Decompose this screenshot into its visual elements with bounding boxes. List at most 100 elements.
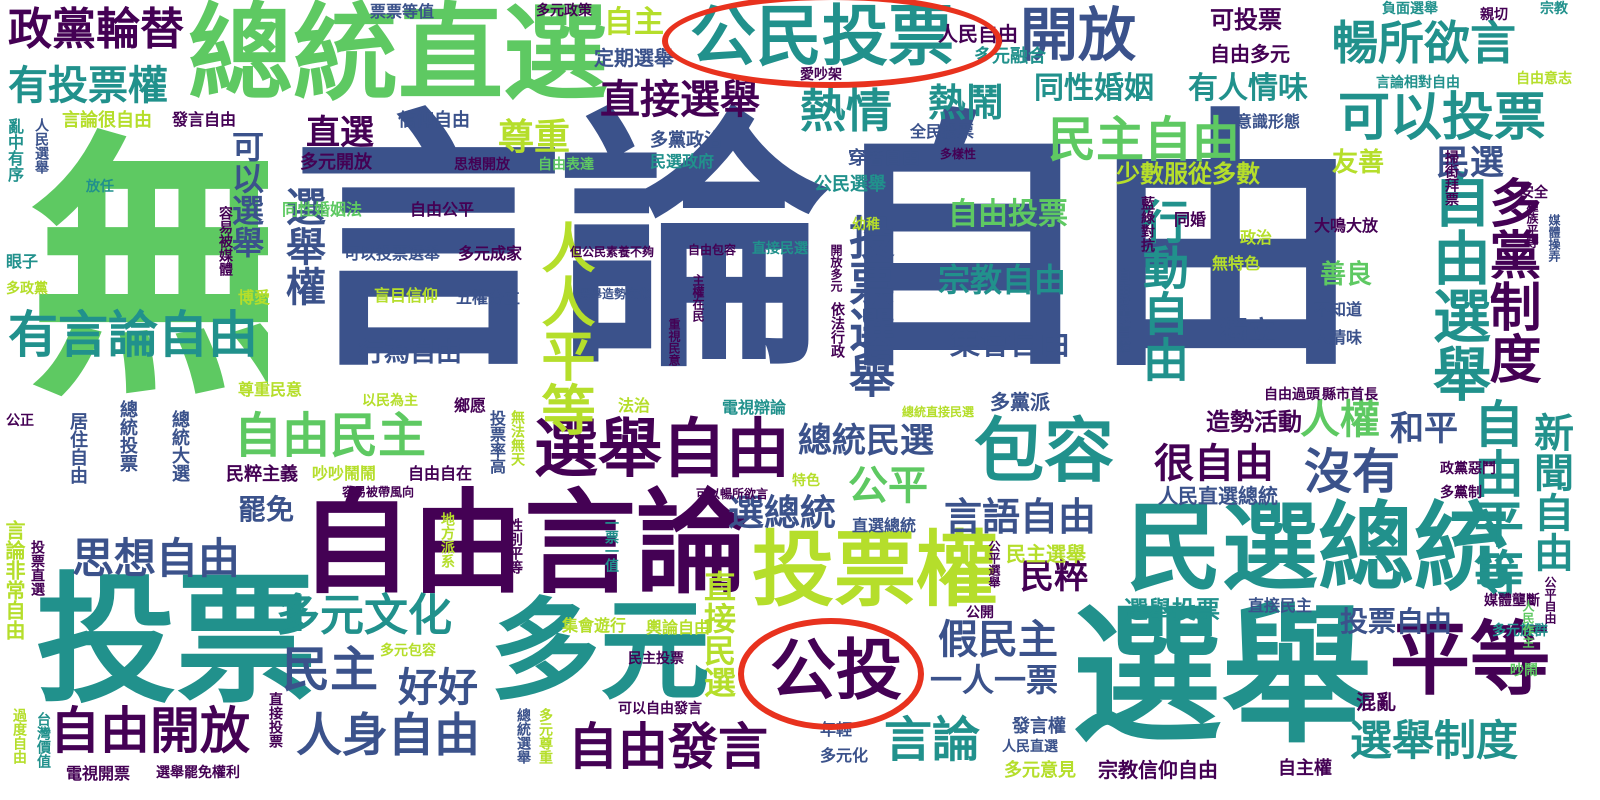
word-cloud-word: 投票選舉 bbox=[842, 214, 896, 398]
word-cloud-word: 多元尊重 bbox=[537, 708, 553, 764]
word-cloud-word: 主權在民 bbox=[691, 274, 705, 322]
word-cloud-word: 居住自由 bbox=[67, 412, 88, 484]
word-cloud-word: 行動自由 bbox=[1136, 198, 1190, 382]
word-cloud-word: 但公民素養不夠 bbox=[570, 245, 655, 259]
word-cloud-word: 總統選舉 bbox=[515, 708, 531, 764]
word-cloud-word: 包容 bbox=[974, 410, 1114, 492]
word-cloud-word: 多元文化 bbox=[276, 590, 452, 641]
word-cloud-word: 選舉投票 bbox=[1124, 596, 1220, 624]
word-cloud-word: 多元 bbox=[490, 587, 710, 715]
word-cloud-word: 言論自由 bbox=[292, 88, 1362, 404]
word-cloud-word: 負面選舉 bbox=[1382, 1, 1438, 17]
word-cloud-word: 放任 bbox=[86, 179, 114, 195]
word-cloud-word: 自由選舉 bbox=[1423, 170, 1491, 402]
word-cloud-word: 多黨制 bbox=[1440, 485, 1482, 501]
word-cloud-word: 宗教 bbox=[1540, 1, 1568, 17]
word-cloud-word: 可以投票選舉 bbox=[344, 244, 441, 263]
word-cloud-word: 尊重民意 bbox=[238, 380, 303, 399]
word-cloud-word: 直接民主 bbox=[1248, 596, 1313, 615]
word-cloud-word: 公民選舉 bbox=[814, 174, 886, 195]
word-cloud-word: 信仰自由 bbox=[398, 110, 470, 131]
word-cloud-word: 有投票權 bbox=[8, 63, 168, 109]
word-cloud-word: 直接選舉 bbox=[600, 77, 760, 123]
word-cloud-word: 親切 bbox=[1480, 7, 1508, 23]
word-cloud-word: 多元成家 bbox=[458, 244, 523, 263]
word-cloud-word: 多黨制度 bbox=[1480, 176, 1540, 384]
word-cloud-word: 宗教自由 bbox=[938, 261, 1067, 299]
word-cloud-word: 博愛 bbox=[238, 288, 271, 307]
word-cloud-word: 人情味 bbox=[1314, 328, 1363, 347]
word-cloud-word: 人民直選總統 bbox=[1158, 484, 1278, 508]
word-cloud-word: 同性婚姻法 bbox=[282, 200, 363, 219]
word-cloud-word: 友善 bbox=[1332, 148, 1385, 178]
word-cloud-word: 熱情 bbox=[800, 84, 892, 138]
word-cloud-word: 人身自由 bbox=[296, 708, 480, 762]
word-cloud-word: 人人平等 bbox=[532, 220, 595, 436]
word-cloud-word: 多樣性 bbox=[940, 147, 977, 161]
word-cloud-word: 無法無天 bbox=[509, 410, 525, 466]
word-cloud-word: 少數服從多數 bbox=[1116, 160, 1260, 188]
word-cloud-word: 重視民意 bbox=[667, 318, 681, 366]
word-cloud-word: 自由多元 bbox=[1210, 42, 1290, 66]
word-cloud-word: 發言權 bbox=[1012, 716, 1066, 737]
word-cloud-word: 政黨輪替 bbox=[8, 4, 184, 55]
word-cloud-word: 可以自由發言 bbox=[618, 701, 702, 717]
word-cloud-word: 意識形態 bbox=[1236, 112, 1301, 131]
word-cloud-word: 容易被帶風向 bbox=[342, 485, 415, 499]
word-cloud-word: 台灣價值 bbox=[35, 712, 51, 768]
word-cloud-word: 以民為主 bbox=[362, 393, 418, 409]
word-cloud-word: 民主選舉 bbox=[1006, 542, 1086, 566]
word-cloud-word: 民選總統 bbox=[1126, 492, 1510, 604]
word-cloud-word: 直接民選 bbox=[752, 241, 808, 257]
word-cloud-word: 發言自由 bbox=[172, 110, 237, 129]
word-cloud-word: 民主自由 bbox=[1048, 112, 1241, 168]
word-cloud-word: 民粹 bbox=[1020, 557, 1088, 597]
word-cloud-word: 全民投票 bbox=[910, 122, 975, 141]
highlight-ring-gongmin-toupiao bbox=[662, 0, 1002, 88]
word-cloud-word: 好好 bbox=[398, 665, 478, 711]
word-cloud-word: 自由過頭 bbox=[1264, 387, 1320, 403]
word-cloud-word: 大鳴大放 bbox=[1314, 216, 1379, 235]
word-cloud-word: 集會遊行 bbox=[562, 616, 627, 635]
word-cloud-word: 總統直選 bbox=[188, 0, 609, 115]
word-cloud-word: 言語自由 bbox=[944, 495, 1097, 539]
word-cloud-word: 盲目信仰 bbox=[374, 286, 439, 305]
word-cloud-word: 輿論自由 bbox=[646, 618, 711, 637]
word-cloud-word: 自由發表言論 bbox=[1115, 268, 1131, 352]
word-cloud-word: 自由包容 bbox=[688, 243, 737, 257]
word-cloud-word: 吵吵鬧鬧 bbox=[312, 464, 377, 483]
word-cloud-word: 總統投票 bbox=[117, 400, 138, 472]
word-cloud-word: 自由表達 bbox=[538, 157, 594, 173]
word-cloud-word: 過度自由 bbox=[11, 708, 27, 764]
word-cloud-word: 一票一值 bbox=[603, 516, 619, 572]
word-cloud-word: 自由公平 bbox=[410, 200, 475, 219]
word-cloud-word: 公平自由 bbox=[1543, 576, 1557, 624]
word-cloud-word: 多元開放 bbox=[300, 152, 372, 173]
word-cloud-word: 行為自由 bbox=[358, 338, 463, 368]
word-cloud-word: 總統民選 bbox=[798, 421, 934, 461]
word-cloud-word: 一人一票 bbox=[930, 661, 1059, 699]
word-cloud-word: 民選政府 bbox=[650, 152, 715, 171]
word-cloud-word: 定期選舉 bbox=[594, 46, 674, 70]
word-cloud-word: 穿著自由 bbox=[848, 148, 920, 169]
word-cloud-word: 人權 bbox=[1300, 397, 1380, 443]
word-cloud-word: 言論相對自由 bbox=[1376, 75, 1460, 91]
word-cloud-word: 不知道 bbox=[1314, 300, 1363, 319]
highlight-ring-gongtou bbox=[738, 618, 924, 730]
word-cloud-word: 新聞自由 bbox=[1527, 412, 1573, 572]
word-cloud-word: 選舉權 bbox=[279, 186, 325, 306]
word-cloud-word: 民主 bbox=[282, 642, 379, 698]
word-cloud-word: 思想自由 bbox=[72, 534, 241, 583]
word-cloud-word: 法治 bbox=[618, 396, 651, 415]
word-cloud-word: 特色 bbox=[792, 473, 820, 489]
word-cloud-word: 電視開票 bbox=[66, 764, 131, 783]
word-cloud-word: 直選 bbox=[306, 113, 374, 153]
word-cloud-word: 公平選舉 bbox=[987, 540, 1001, 588]
word-cloud-word: 吵鬧 bbox=[1510, 663, 1538, 679]
word-cloud-word: 有人情味 bbox=[1188, 71, 1308, 106]
word-cloud-word: 多元族群 bbox=[1492, 623, 1548, 639]
word-cloud-word: 思想開放 bbox=[454, 157, 510, 173]
word-cloud-word: 尊重 bbox=[498, 117, 571, 158]
word-cloud-word: 五權分立 bbox=[456, 288, 521, 307]
word-cloud-word: 人民作主 bbox=[1521, 600, 1535, 648]
